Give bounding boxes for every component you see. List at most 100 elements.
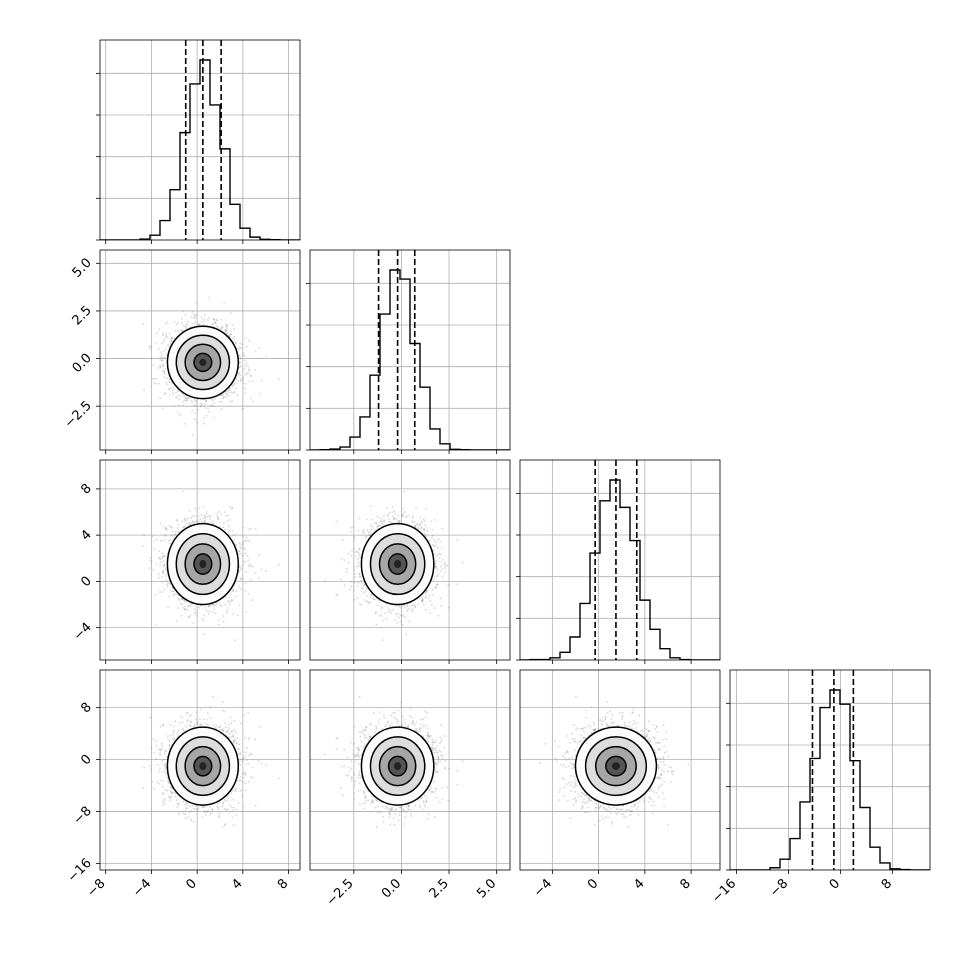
sample-point (148, 345, 151, 348)
sample-point (247, 592, 250, 595)
sample-point (226, 610, 228, 612)
sample-point (157, 572, 160, 575)
sample-point (191, 434, 194, 437)
histogram-step (100, 59, 300, 240)
sample-point (166, 585, 169, 588)
sample-point (185, 397, 187, 399)
sample-point (176, 323, 178, 326)
sample-point (212, 405, 214, 407)
sample-point (254, 350, 257, 353)
sample-point (174, 533, 177, 536)
sample-point (238, 366, 241, 369)
sample-point (161, 342, 164, 344)
sample-point (168, 596, 171, 599)
sample-point (242, 547, 245, 550)
sample-point (219, 526, 221, 528)
sample-point (200, 404, 203, 407)
sample-point (184, 314, 187, 316)
sample-point (158, 550, 161, 553)
sample-point (168, 525, 171, 527)
sample-point (217, 510, 220, 513)
sample-point (248, 563, 251, 566)
sample-point (213, 318, 216, 321)
sample-point (194, 321, 197, 324)
sample-point (212, 522, 214, 525)
sample-point (183, 324, 185, 327)
sample-point (158, 557, 160, 559)
sample-point (202, 505, 205, 508)
sample-point (227, 390, 230, 393)
sample-point (176, 607, 179, 609)
sample-point (195, 421, 198, 424)
sample-point (163, 339, 165, 342)
sample-point (162, 369, 164, 372)
sample-point (166, 528, 169, 531)
sample-point (250, 375, 252, 377)
sample-point (185, 601, 188, 604)
sample-point (208, 604, 210, 607)
sample-point (162, 560, 165, 563)
sample-point (224, 528, 227, 531)
sample-point (226, 327, 228, 330)
sample-point (151, 377, 154, 380)
sample-point (229, 593, 232, 595)
sample-point (176, 395, 179, 398)
sample-point (238, 604, 241, 607)
sample-point (221, 326, 223, 328)
sample-point (161, 581, 164, 584)
sample-point (251, 599, 254, 601)
sample-point (184, 600, 186, 603)
sample-point (164, 322, 167, 325)
sample-point (181, 322, 183, 324)
sample-point (247, 369, 250, 371)
sample-point (175, 592, 178, 595)
sample-point (232, 534, 234, 537)
sample-point (173, 534, 176, 536)
sample-point (180, 614, 183, 617)
sample-point (184, 525, 187, 527)
sample-point (232, 340, 235, 343)
panel-frame (99, 39, 301, 241)
sample-point (245, 539, 248, 542)
sample-point (224, 391, 227, 394)
sample-point (225, 326, 228, 329)
sample-point (254, 368, 257, 371)
sample-point (254, 572, 257, 575)
sample-point (244, 364, 247, 367)
sample-point (205, 399, 208, 402)
sample-point (197, 507, 200, 510)
contour-line (193, 352, 213, 373)
sample-point (159, 351, 162, 354)
histogram-panel-0 (96, 39, 301, 244)
sample-point (224, 596, 227, 599)
sample-point (160, 359, 163, 362)
sample-point (195, 520, 198, 523)
sample-point (215, 318, 218, 321)
sample-point (206, 515, 209, 518)
sample-point (238, 361, 241, 364)
sample-point (201, 617, 204, 620)
sample-point (203, 314, 206, 317)
sample-point (214, 612, 217, 615)
sample-point (228, 394, 231, 397)
sample-point (277, 377, 280, 380)
sample-point (184, 605, 187, 608)
sample-point (186, 320, 189, 323)
sample-point (192, 404, 195, 407)
sample-point (207, 613, 210, 615)
sample-point (191, 515, 194, 518)
sample-point (236, 347, 239, 350)
sample-point (199, 402, 202, 405)
sample-point (169, 343, 172, 345)
sample-point (231, 530, 234, 533)
sample-point (225, 324, 228, 327)
sample-point (237, 347, 240, 350)
sample-point (184, 325, 187, 328)
sample-point (209, 604, 212, 607)
sample-point (220, 328, 223, 330)
sample-point (167, 606, 169, 609)
sample-point (225, 395, 228, 398)
sample-point (197, 520, 200, 523)
sample-point (158, 328, 161, 331)
sample-point (232, 391, 235, 394)
